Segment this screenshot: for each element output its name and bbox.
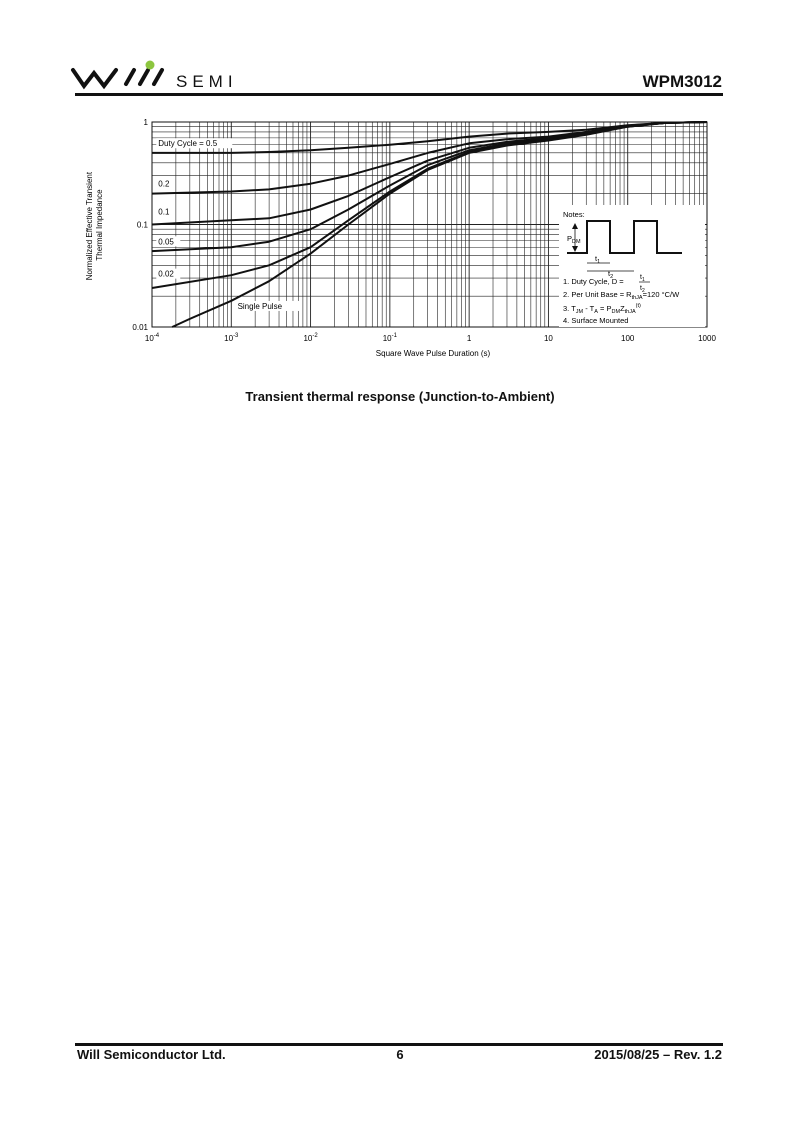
series-label: Duty Cycle = 0.5: [158, 139, 217, 148]
chart-ticks: 0.01 0.1 1 10-4 10-3 10-2 10-1 1 10 100 1000: [132, 118, 716, 343]
note-1-t2: t2: [640, 285, 645, 294]
series-line: [151, 121, 708, 195]
t1-label: t1: [595, 254, 600, 265]
y-tick-label: 0.01: [132, 323, 148, 332]
note-3: 3. TJM - TA = PDMZthJA(t): [563, 303, 641, 315]
note-4: 4. Surface Mounted: [563, 316, 628, 325]
x-tick-label: 10-4: [145, 333, 160, 343]
x-tick-label: 1000: [698, 334, 716, 343]
t2-label: t2: [608, 269, 613, 280]
note-2: 2. Per Unit Base = RthJA=120 °C/W: [563, 290, 680, 301]
series-label: 0.2: [158, 179, 170, 188]
y-axis-label: Normalized Effective Transient Thermal I…: [85, 170, 104, 281]
notes-box: Notes: PDM t1 t2 1. Duty Cycle, D = t1 t…: [559, 205, 705, 327]
series-label: 0.02: [158, 270, 174, 279]
document-title: WPM3012: [642, 72, 722, 91]
footer-revision: 2015/08/25 – Rev. 1.2: [594, 1047, 722, 1062]
series-label-bg: [156, 236, 181, 247]
x-tick-label: 1: [467, 334, 472, 343]
chart-grid: [151, 122, 707, 328]
note-1-t1: t1: [640, 274, 645, 283]
brand-text: SEMI: [176, 72, 238, 91]
x-axis-label: Square Wave Pulse Duration (s): [376, 349, 491, 358]
series-label-bg: [156, 178, 176, 189]
footer-divider: [75, 1043, 723, 1046]
series-label: 0.1: [158, 208, 170, 217]
series-label-bg: [156, 206, 176, 217]
series-label-bg: [235, 300, 300, 311]
page-number: 6: [396, 1047, 404, 1062]
chart-series: Duty Cycle = 0.5 0.2 0.1 0.05 0.02 Single Pul…: [151, 121, 708, 328]
company-logo: SEMI: [71, 60, 238, 91]
notes-title: Notes:: [563, 210, 585, 219]
y-tick-label: 1: [144, 118, 149, 127]
pulse-waveform: [567, 220, 682, 254]
header-divider: [75, 93, 723, 96]
x-tick-label: 10-2: [303, 333, 318, 343]
transient-thermal-chart: Duty Cycle = 0.5 0.2 0.1 0.05 0.02 Single Pul…: [0, 105, 800, 370]
series-line: [171, 121, 708, 328]
x-tick-label: 10: [544, 334, 553, 343]
x-tick-label: 10-1: [383, 333, 398, 343]
x-tick-label: 100: [621, 334, 635, 343]
series-label-bg: [156, 268, 181, 279]
note-1: 1. Duty Cycle, D =: [563, 277, 624, 286]
footer-company: Will Semiconductor Ltd.: [77, 1047, 226, 1062]
y-tick-label: 0.1: [137, 221, 149, 230]
series-label-bg: [156, 138, 233, 149]
chart-svg: Duty Cycle = 0.5 0.2 0.1 0.05 0.02 Single Pul…: [85, 118, 716, 358]
pdm-label: PDM: [567, 234, 581, 245]
series-label: Single Pulse: [238, 302, 283, 311]
x-tick-label: 10-3: [224, 333, 239, 343]
series-label: 0.05: [158, 237, 174, 246]
figure-caption: Transient thermal response (Junction-to-…: [245, 389, 555, 404]
